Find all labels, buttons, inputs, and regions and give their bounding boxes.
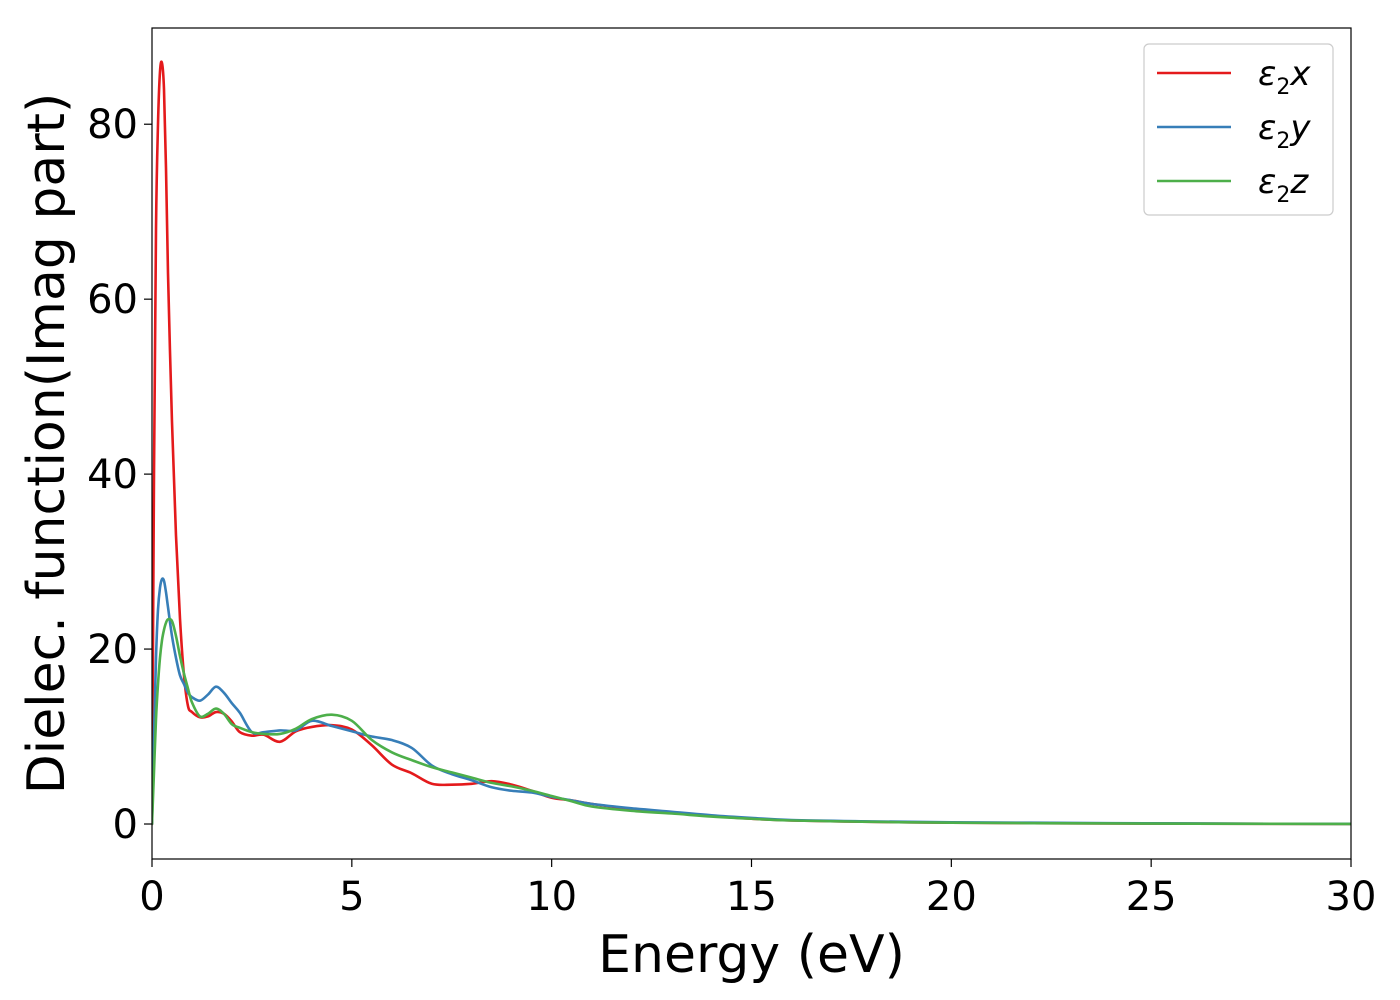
y-tick-label: 80 (87, 102, 138, 148)
legend: ε2x ε2y ε2z (1143, 43, 1334, 216)
legend-label-y: ε2y (1258, 108, 1311, 154)
y-axis-ticks: 0 20 40 60 80 (87, 102, 152, 848)
series-line-z (152, 617, 1351, 826)
x-axis-title: Energy (eV) (598, 925, 905, 985)
plot-lines (152, 60, 1351, 826)
legend-label-z: ε2z (1258, 162, 1309, 208)
x-tick-label: 15 (726, 874, 777, 920)
y-tick-label: 0 (113, 802, 138, 848)
x-tick-label: 30 (1326, 874, 1377, 920)
x-axis-ticks: 0 5 10 15 20 25 30 (139, 859, 1376, 920)
x-tick-label: 25 (1126, 874, 1177, 920)
y-axis-title: Dielec. function(Imag part) (17, 93, 77, 795)
y-tick-label: 40 (87, 452, 138, 498)
x-tick-label: 20 (926, 874, 977, 920)
y-tick-label: 60 (87, 277, 138, 323)
legend-box (1143, 43, 1334, 216)
legend-label-x: ε2x (1258, 54, 1311, 100)
x-tick-label: 10 (526, 874, 577, 920)
x-tick-label: 5 (339, 874, 364, 920)
series-line-y (152, 577, 1351, 826)
y-tick-label: 20 (87, 627, 138, 673)
x-tick-label: 0 (139, 874, 164, 920)
